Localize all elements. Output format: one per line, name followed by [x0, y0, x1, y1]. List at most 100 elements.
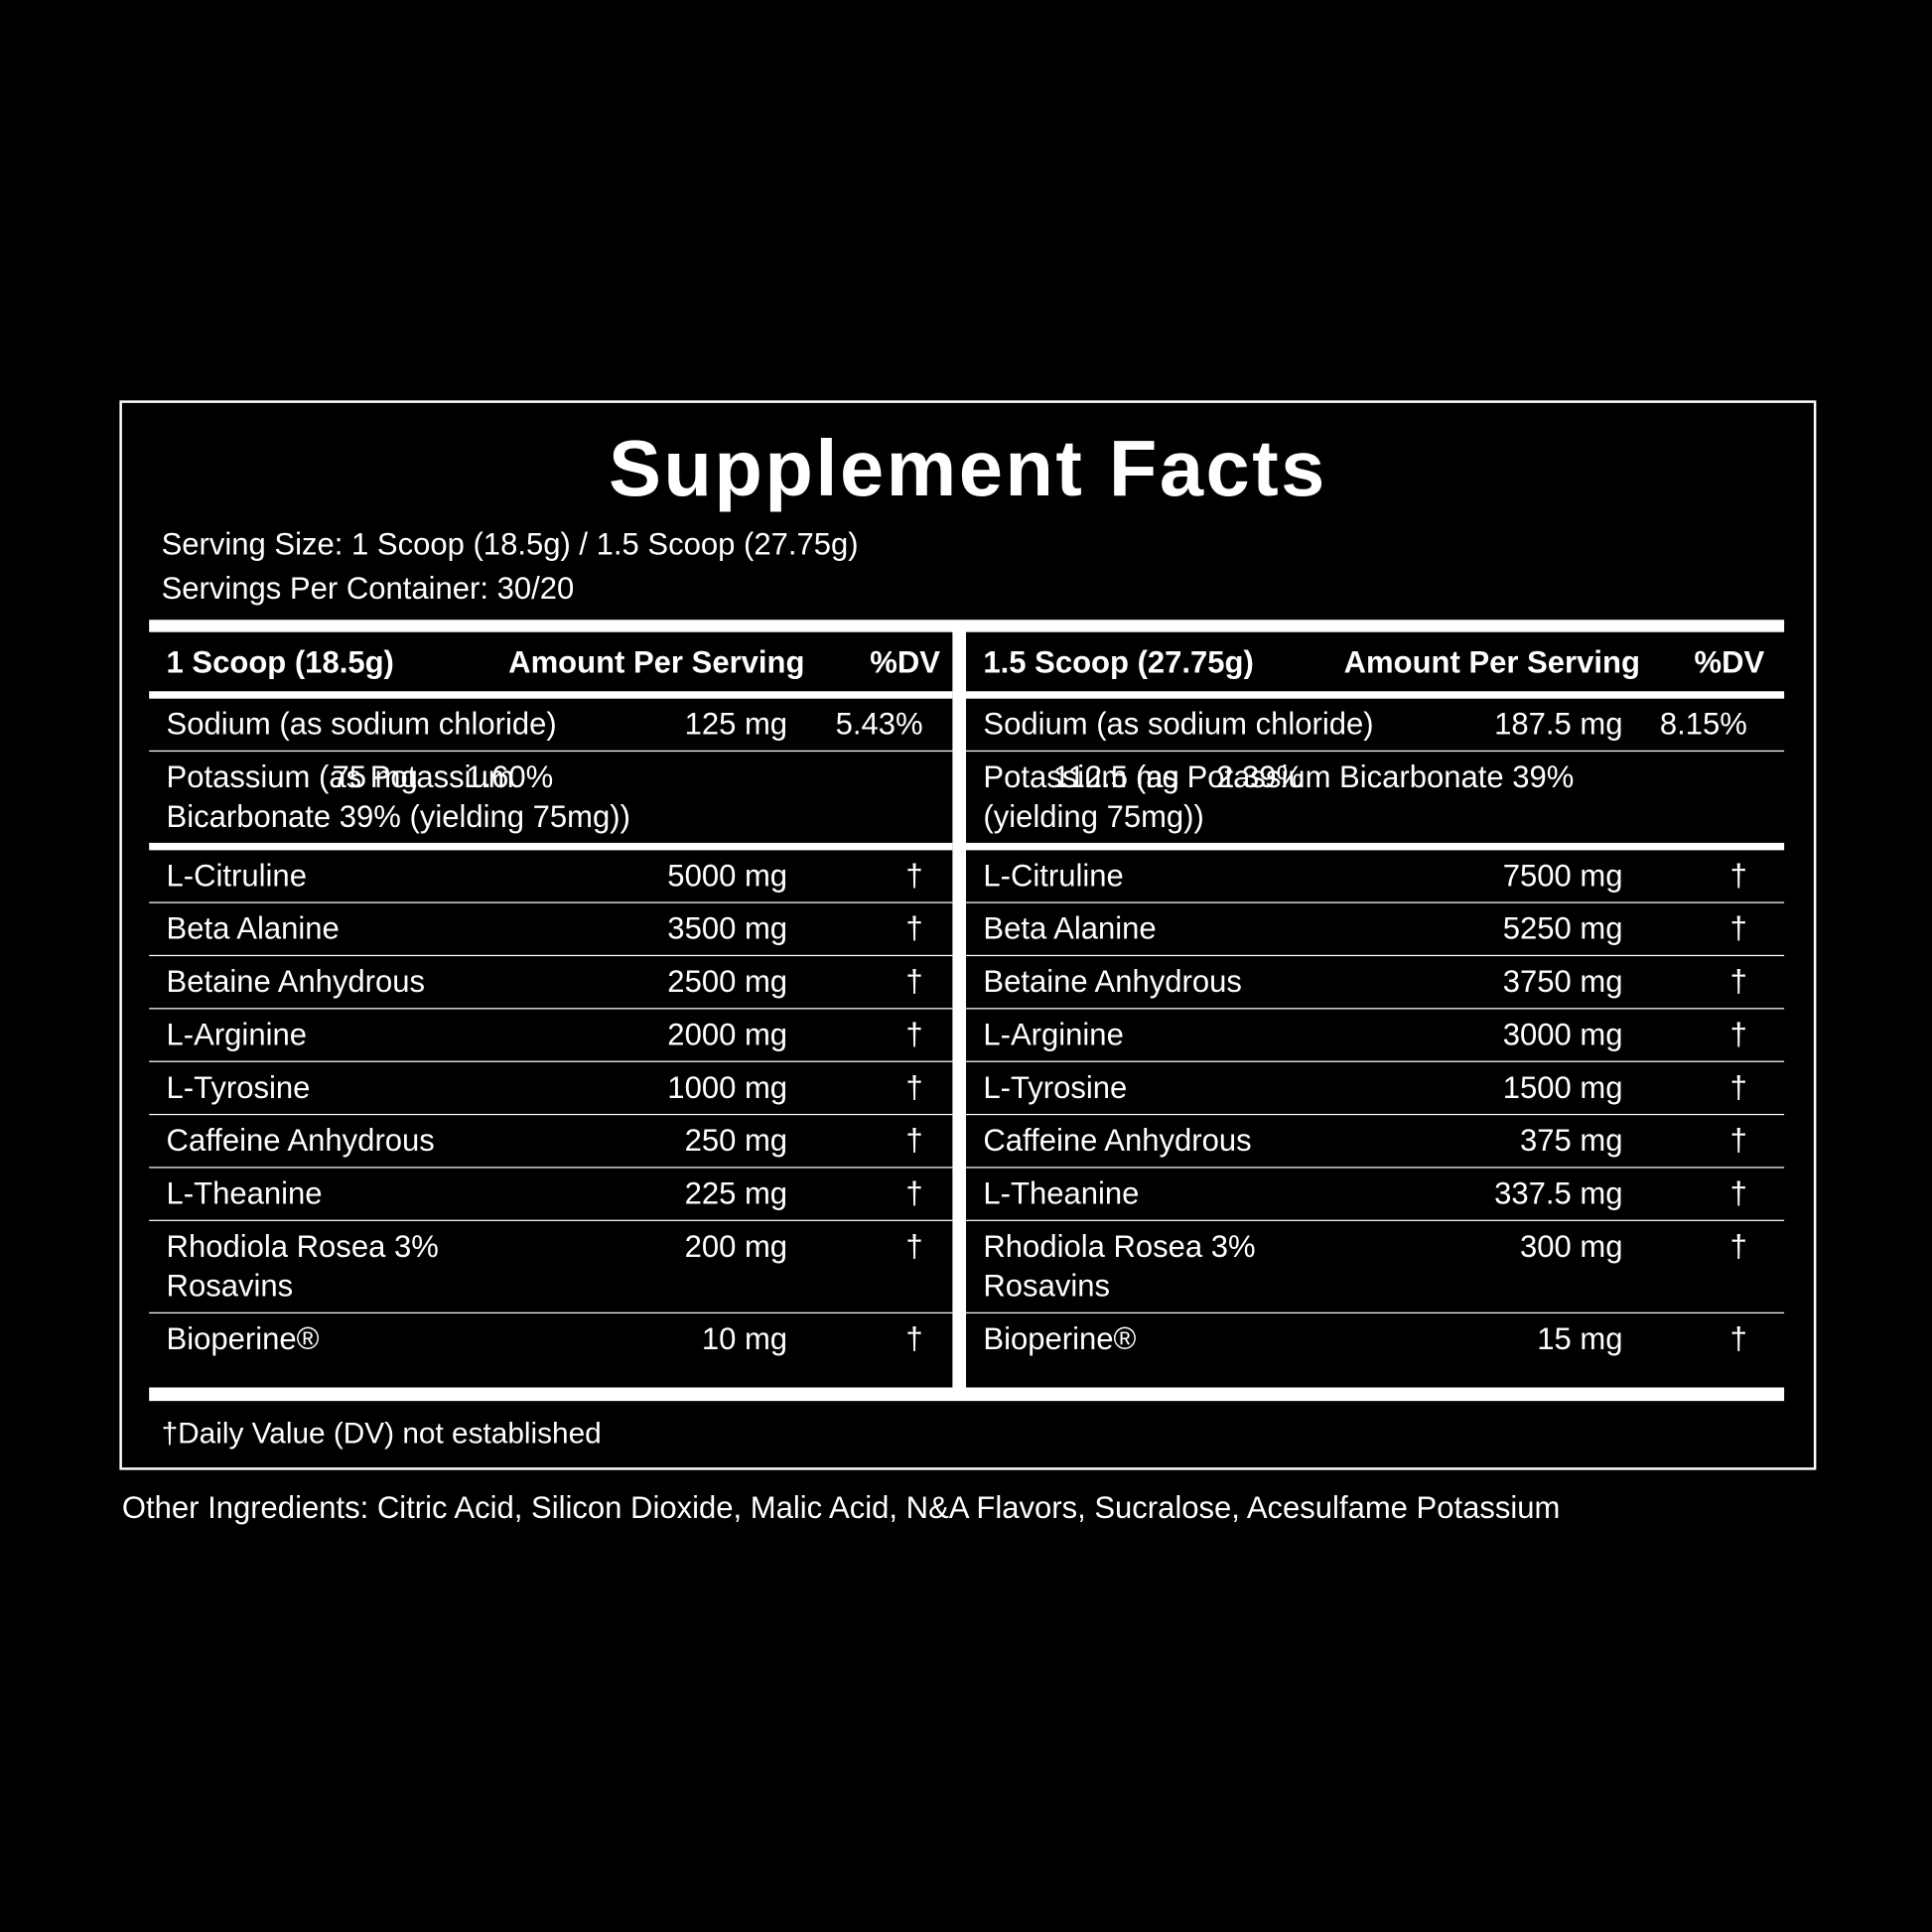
column-header: %DV: [870, 645, 940, 681]
nutrient-name: L-Theanine: [983, 1176, 1140, 1212]
column-header: 1.5 Scoop (27.75g): [983, 645, 1254, 681]
nutrient-row: L-Citruline 5000 mg †: [149, 850, 953, 903]
nutrient-row: L-Arginine 2000 mg †: [149, 1009, 953, 1062]
nutrient-name: Betaine Anhydrous: [166, 964, 426, 1000]
nutrient-name: Beta Alanine: [983, 911, 1157, 947]
nutrient-row: L-Arginine 3000 mg †: [966, 1009, 1785, 1062]
daily-value: †: [1729, 1229, 1747, 1265]
nutrient-row: Betaine Anhydrous 3750 mg †: [966, 956, 1785, 1010]
daily-value: †: [1729, 911, 1747, 947]
daily-value: 1.60%: [466, 759, 554, 795]
panel: 1.5 Scoop (27.75g) Amount Per Serving %DV S…: [966, 632, 1785, 1365]
amount: 2000 mg: [667, 1018, 788, 1052]
nutrient-name: L-Arginine: [983, 1018, 1124, 1052]
nutrient-name: Bioperine®: [166, 1321, 320, 1357]
amount: 3000 mg: [1502, 1018, 1623, 1052]
nutrient-name: Potassium (as Potassium Bicarbonate 39% …: [983, 759, 1575, 835]
nutrient-name: L-Citruline: [166, 859, 307, 894]
daily-value: 5.43%: [835, 707, 923, 743]
other-ingredients: Other Ingredients: Citric Acid, Silicon …: [121, 1490, 1561, 1526]
amount: 225 mg: [684, 1176, 788, 1212]
nutrient-row: Beta Alanine 3500 mg †: [149, 903, 953, 957]
panel: 1 Scoop (18.5g) Amount Per Serving %DV Sodi…: [149, 632, 953, 1365]
rule: [149, 620, 1785, 632]
nutrient-name: L-Theanine: [166, 1176, 323, 1212]
nutrient-name: Bioperine®: [983, 1321, 1137, 1357]
nutrient-row: L-Citruline 7500 mg †: [966, 850, 1785, 903]
nutrient-row: Caffeine Anhydrous 375 mg †: [966, 1115, 1785, 1169]
nutrient-name: Beta Alanine: [166, 911, 340, 947]
nutrient-row: L-Tyrosine 1500 mg †: [966, 1062, 1785, 1116]
amount: 125 mg: [684, 707, 788, 743]
amount: 112.5 mg: [1052, 759, 1179, 795]
amount: 2500 mg: [667, 964, 788, 1000]
nutrient-name: L-Citruline: [983, 859, 1124, 894]
amount: 187.5 mg: [1494, 707, 1623, 743]
daily-value: 2.39%: [1216, 759, 1305, 795]
amount: 250 mg: [684, 1123, 788, 1159]
amount: 3500 mg: [667, 911, 788, 947]
daily-value: †: [1729, 1123, 1747, 1159]
amount: 7500 mg: [1502, 859, 1623, 894]
amount: 5000 mg: [667, 859, 788, 894]
daily-value: †: [1729, 1176, 1747, 1212]
daily-value: †: [1729, 1070, 1747, 1106]
nutrient-row: Rhodiola Rosea 3% Rosavins 300 mg †: [966, 1221, 1785, 1314]
nutrient-name: Betaine Anhydrous: [983, 964, 1242, 1000]
amount: 10 mg: [701, 1321, 788, 1357]
daily-value: †: [905, 1321, 923, 1357]
nutrient-row: Caffeine Anhydrous 250 mg †: [149, 1115, 953, 1169]
daily-value: †: [905, 859, 923, 894]
daily-value: 8.15%: [1659, 707, 1747, 743]
amount: 5250 mg: [1502, 911, 1623, 947]
amount: 200 mg: [684, 1229, 788, 1265]
header-row: 1.5 Scoop (27.75g) Amount Per Serving %DV: [966, 632, 1785, 699]
daily-value: †: [905, 1018, 923, 1052]
nutrient-name: Potassium (as Potassium Bicarbonate 39% …: [166, 759, 630, 835]
daily-value: †: [1729, 859, 1747, 894]
header-row: 1 Scoop (18.5g) Amount Per Serving %DV: [149, 632, 953, 699]
servings-per-container: Servings Per Container: 30/20: [161, 571, 575, 607]
column-header: Amount Per Serving: [508, 645, 805, 681]
amount: 337.5 mg: [1494, 1176, 1623, 1212]
amount: 15 mg: [1537, 1321, 1623, 1357]
amount: 300 mg: [1520, 1229, 1623, 1265]
daily-value: †: [905, 964, 923, 1000]
daily-value: †: [905, 1229, 923, 1265]
nutrient-row: Betaine Anhydrous 2500 mg †: [149, 956, 953, 1010]
nutrient-name: L-Tyrosine: [166, 1070, 311, 1106]
amount: 375 mg: [1520, 1123, 1623, 1159]
nutrient-row: L-Theanine 225 mg †: [149, 1169, 953, 1221]
nutrient-name: Rhodiola Rosea 3% Rosavins: [166, 1229, 439, 1305]
nutrient-row: Sodium (as sodium chloride) 187.5 mg 8.15%: [966, 699, 1785, 753]
daily-value: †: [905, 1176, 923, 1212]
nutrient-row: L-Tyrosine 1000 mg †: [149, 1062, 953, 1116]
daily-value: †: [1729, 964, 1747, 1000]
amount: 75 mg: [332, 759, 418, 795]
daily-value: †: [1729, 1321, 1747, 1357]
divider: [952, 629, 967, 1392]
nutrient-name: Sodium (as sodium chloride): [166, 707, 557, 743]
nutrient-name: Caffeine Anhydrous: [983, 1123, 1252, 1159]
nutrient-name: L-Tyrosine: [983, 1070, 1128, 1106]
daily-value: †: [1729, 1018, 1747, 1052]
nutrient-row: Potassium (as Potassium Bicarbonate 39% …: [966, 752, 1785, 851]
column-header: 1 Scoop (18.5g): [166, 645, 394, 681]
amount: 1500 mg: [1502, 1070, 1623, 1106]
amount: 1000 mg: [667, 1070, 788, 1106]
daily-value: †: [905, 1070, 923, 1106]
nutrient-name: L-Arginine: [166, 1018, 307, 1052]
nutrient-name: Sodium (as sodium chloride): [983, 707, 1374, 743]
facts-box: Supplement Facts Serving Size: 1 Scoop (…: [119, 400, 1817, 1470]
amount: 3750 mg: [1502, 964, 1623, 1000]
daily-value: †: [905, 1123, 923, 1159]
nutrient-row: Bioperine® 15 mg †: [966, 1313, 1784, 1365]
column-header: Amount Per Serving: [1343, 645, 1640, 681]
nutrient-row: L-Theanine 337.5 mg †: [966, 1169, 1785, 1221]
nutrient-row: Bioperine® 10 mg †: [149, 1313, 952, 1365]
nutrient-name: Rhodiola Rosea 3% Rosavins: [983, 1229, 1256, 1305]
footnote: †Daily Value (DV) not established: [161, 1417, 602, 1450]
serving-size: Serving Size: 1 Scoop (18.5g) / 1.5 Scoo…: [161, 527, 859, 562]
